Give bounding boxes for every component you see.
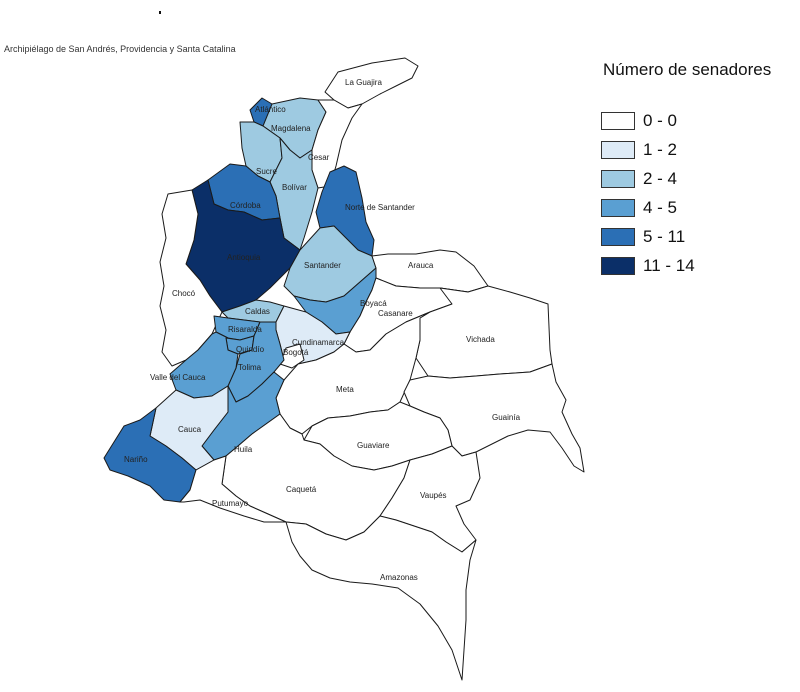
legend: Número de senadores 0 - 0 1 - 2 2 - 4 4 - 5…: [601, 60, 771, 280]
legend-item: 0 - 0: [601, 106, 771, 135]
legend-label: 4 - 5: [643, 197, 678, 217]
legend-label: 5 - 11: [643, 226, 686, 246]
department-label-boyaca: Boyacá: [360, 299, 387, 308]
department-amazonas: [285, 515, 477, 681]
department-label-quindio: Quindío: [236, 345, 265, 354]
legend-swatch: [601, 256, 635, 275]
department-label-choco: Chocó: [172, 289, 196, 298]
department-label-huila: Huila: [234, 445, 253, 454]
department-label-vichada: Vichada: [466, 335, 495, 344]
department-label-amazonas: Amazonas: [380, 573, 418, 582]
legend-swatch: [601, 140, 635, 159]
legend-swatch: [601, 169, 635, 188]
legend-label: 1 - 2: [643, 139, 678, 159]
department-la-guajira: [324, 57, 419, 109]
department-label-bolivar: Bolívar: [282, 183, 307, 192]
department-label-valle-del-cauca: Valle del Cauca: [150, 373, 206, 382]
legend-item: 5 - 11: [601, 222, 771, 251]
department-label-narino: Nariño: [124, 455, 148, 464]
legend-label: 2 - 4: [643, 168, 678, 188]
department-label-santander: Santander: [304, 261, 341, 270]
department-label-putumayo: Putumayo: [212, 499, 249, 508]
legend-item: 11 - 14: [601, 251, 771, 280]
department-putumayo: [179, 455, 287, 523]
department-label-la-guajira: La Guajira: [345, 78, 382, 87]
department-label-bogota: Bogotá: [283, 348, 309, 357]
department-label-atlantico: Atlántico: [255, 105, 286, 114]
legend-swatch: [601, 198, 635, 217]
department-label-guaviare: Guaviare: [357, 441, 390, 450]
department-label-risaralda: Risaralda: [228, 325, 262, 334]
department-label-caldas: Caldas: [245, 307, 270, 316]
archipelago-label: Archipiélago de San Andrés, Providencia …: [4, 44, 236, 54]
legend-title: Número de senadores: [603, 60, 772, 79]
legend-item: 1 - 2: [601, 135, 771, 164]
department-label-magdalena: Magdalena: [271, 124, 311, 133]
department-label-vaupes: Vaupés: [420, 491, 447, 500]
legend-label: 11 - 14: [643, 255, 695, 275]
legend-item: 2 - 4: [601, 164, 771, 193]
legend-swatch: [601, 111, 635, 130]
legend-swatch: [601, 227, 635, 246]
department-label-tolima: Tolima: [238, 363, 262, 372]
legend-label: 0 - 0: [643, 110, 678, 130]
department-label-cesar: Cesar: [308, 153, 330, 162]
legend-item: 4 - 5: [601, 193, 771, 222]
decorative-dot: [159, 11, 161, 14]
department-label-sucre: Sucre: [256, 167, 277, 176]
department-label-cordoba: Córdoba: [230, 201, 261, 210]
department-label-antioquia: Antioquia: [227, 253, 261, 262]
department-label-arauca: Arauca: [408, 261, 434, 270]
department-label-cauca: Cauca: [178, 425, 202, 434]
department-label-casanare: Casanare: [378, 309, 413, 318]
department-label-caqueta: Caquetá: [286, 485, 317, 494]
department-label-norte-de-santander: Norte de Santander: [345, 203, 415, 212]
department-label-cundinamarca: Cundinamarca: [292, 338, 345, 347]
department-label-guainia: Guainía: [492, 413, 521, 422]
department-label-meta: Meta: [336, 385, 354, 394]
